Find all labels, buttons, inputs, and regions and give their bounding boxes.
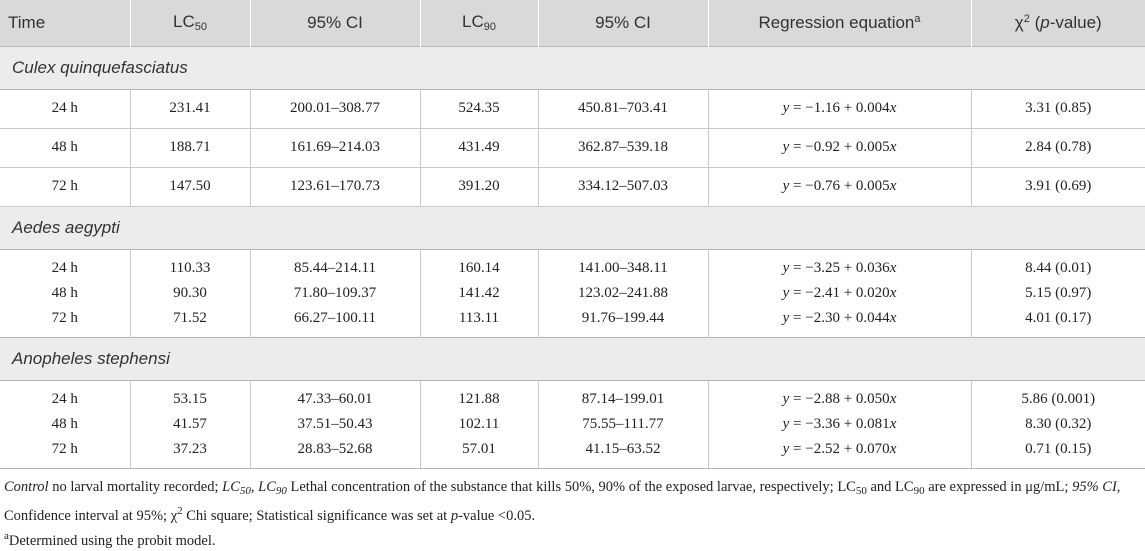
cell-time: 24 h <box>0 89 130 129</box>
header-regression: Regression equationa <box>707 0 971 46</box>
table-row: 72 h 37.23 28.83–52.68 57.01 41.15–63.52… <box>0 436 1145 468</box>
footnote: aDetermined using the probit model. <box>4 529 216 549</box>
cell-time: 24 h <box>51 390 78 407</box>
cell-lc90: 102.11 <box>419 411 538 437</box>
cell-lc90: 57.01 <box>419 436 538 468</box>
cell-chi: 2.84 (0.78) <box>970 128 1145 168</box>
cell-equation: y = −0.76 + 0.005x <box>707 167 971 207</box>
cell-equation: y = −3.36 + 0.081x <box>707 411 971 437</box>
cell-equation: y = −1.16 + 0.004x <box>707 89 971 129</box>
cell-lc50: 188.71 <box>129 128 250 168</box>
cell-lc90: 141.42 <box>419 280 538 306</box>
cell-ci50: 47.33–60.01 <box>249 380 420 412</box>
table-header: Time LC50 95% CI LC90 95% CI Regression … <box>0 0 1145 46</box>
species-name: Culex quinquefasciatus <box>0 45 1145 90</box>
species-row-culex: Culex quinquefasciatus <box>0 45 1145 90</box>
cell-ci90: 141.00–348.11 <box>537 249 708 281</box>
species-name: Aedes aegypti <box>0 205 1145 250</box>
cell-chi: 5.86 (0.001) <box>970 380 1145 412</box>
cell-time: 48 h <box>0 128 130 168</box>
table-row: 24 h 231.41 200.01–308.77 524.35 450.81–… <box>0 89 1145 129</box>
cell-ci90: 362.87–539.18 <box>537 128 708 168</box>
cell-ci90: 91.76–199.44 <box>537 305 708 337</box>
cell-time: 72 h <box>51 309 78 326</box>
cell-lc90: 160.14 <box>419 249 538 281</box>
species-row-aedes: Aedes aegypti <box>0 205 1145 250</box>
cell-lc50: 147.50 <box>129 167 250 207</box>
cell-chi: 8.30 (0.32) <box>970 411 1145 437</box>
table-row: 24 h 110.33 85.44–214.11 160.14 141.00–3… <box>0 249 1145 281</box>
cell-chi: 3.91 (0.69) <box>970 167 1145 207</box>
cell-time: 48 h <box>51 284 78 301</box>
cell-lc50: 71.52 <box>129 305 250 337</box>
cell-ci50: 85.44–214.11 <box>249 249 420 281</box>
table-row: 24 h 53.15 47.33–60.01 121.88 87.14–199.… <box>0 380 1145 412</box>
cell-chi: 0.71 (0.15) <box>970 436 1145 468</box>
cell-equation: y = −2.88 + 0.050x <box>707 380 971 412</box>
cell-ci90: 334.12–507.03 <box>537 167 708 207</box>
cell-equation: y = −2.30 + 0.044x <box>707 305 971 337</box>
cell-ci50: 28.83–52.68 <box>249 436 420 468</box>
table-row: 48 h 41.57 37.51–50.43 102.11 75.55–111.… <box>0 411 1145 437</box>
cell-lc50: 110.33 <box>129 249 250 281</box>
abbreviation-note: Control no larval mortality recorded; LC… <box>4 478 1121 524</box>
cell-ci50: 123.61–170.73 <box>249 167 420 207</box>
cell-lc90: 524.35 <box>419 89 538 129</box>
header-ci-90: 95% CI <box>537 0 708 46</box>
cell-time: 48 h <box>51 415 78 432</box>
header-row: Time LC50 95% CI LC90 95% CI Regression … <box>0 0 1145 46</box>
results-table: Time LC50 95% CI LC90 95% CI Regression … <box>0 0 1145 468</box>
cell-chi: 5.15 (0.97) <box>970 280 1145 306</box>
cell-ci50: 200.01–308.77 <box>249 89 420 129</box>
cell-ci90: 87.14–199.01 <box>537 380 708 412</box>
cell-time: 72 h <box>51 440 78 457</box>
cell-lc50: 53.15 <box>129 380 250 412</box>
table-row: 72 h 147.50 123.61–170.73 391.20 334.12–… <box>0 167 1145 207</box>
cell-ci50: 161.69–214.03 <box>249 128 420 168</box>
cell-equation: y = −0.92 + 0.005x <box>707 128 971 168</box>
header-lc90: LC90 <box>419 0 538 46</box>
cell-equation: y = −3.25 + 0.036x <box>707 249 971 281</box>
cell-ci90: 123.02–241.88 <box>537 280 708 306</box>
species-row-anopheles: Anopheles stephensi <box>0 336 1145 381</box>
cell-ci90: 75.55–111.77 <box>537 411 708 437</box>
cell-time: 24 h <box>51 259 78 276</box>
cell-ci50: 37.51–50.43 <box>249 411 420 437</box>
cell-lc50: 90.30 <box>129 280 250 306</box>
header-lc50: LC50 <box>129 0 250 46</box>
cell-lc90: 431.49 <box>419 128 538 168</box>
cell-ci50: 66.27–100.11 <box>249 305 420 337</box>
cell-lc50: 41.57 <box>129 411 250 437</box>
header-time: Time <box>0 0 130 46</box>
cell-ci90: 41.15–63.52 <box>537 436 708 468</box>
cell-equation: y = −2.41 + 0.020x <box>707 280 971 306</box>
table-notes: Control no larval mortality recorded; LC… <box>0 467 1145 551</box>
cell-lc50: 231.41 <box>129 89 250 129</box>
cell-lc50: 37.23 <box>129 436 250 468</box>
cell-lc90: 121.88 <box>419 380 538 412</box>
cell-lc90: 113.11 <box>419 305 538 337</box>
cell-ci50: 71.80–109.37 <box>249 280 420 306</box>
header-chi-square: χ2 (p-value) <box>970 0 1145 46</box>
cell-chi: 3.31 (0.85) <box>970 89 1145 129</box>
cell-chi: 4.01 (0.17) <box>970 305 1145 337</box>
cell-chi: 8.44 (0.01) <box>970 249 1145 281</box>
species-name: Anopheles stephensi <box>0 336 1145 381</box>
table-row: 72 h 71.52 66.27–100.11 113.11 91.76–199… <box>0 305 1145 337</box>
table-row: 48 h 188.71 161.69–214.03 431.49 362.87–… <box>0 128 1145 168</box>
cell-lc90: 391.20 <box>419 167 538 207</box>
cell-ci90: 450.81–703.41 <box>537 89 708 129</box>
cell-equation: y = −2.52 + 0.070x <box>707 436 971 468</box>
table-row: 48 h 90.30 71.80–109.37 141.42 123.02–24… <box>0 280 1145 306</box>
cell-time: 72 h <box>0 167 130 207</box>
header-ci-50: 95% CI <box>249 0 420 46</box>
